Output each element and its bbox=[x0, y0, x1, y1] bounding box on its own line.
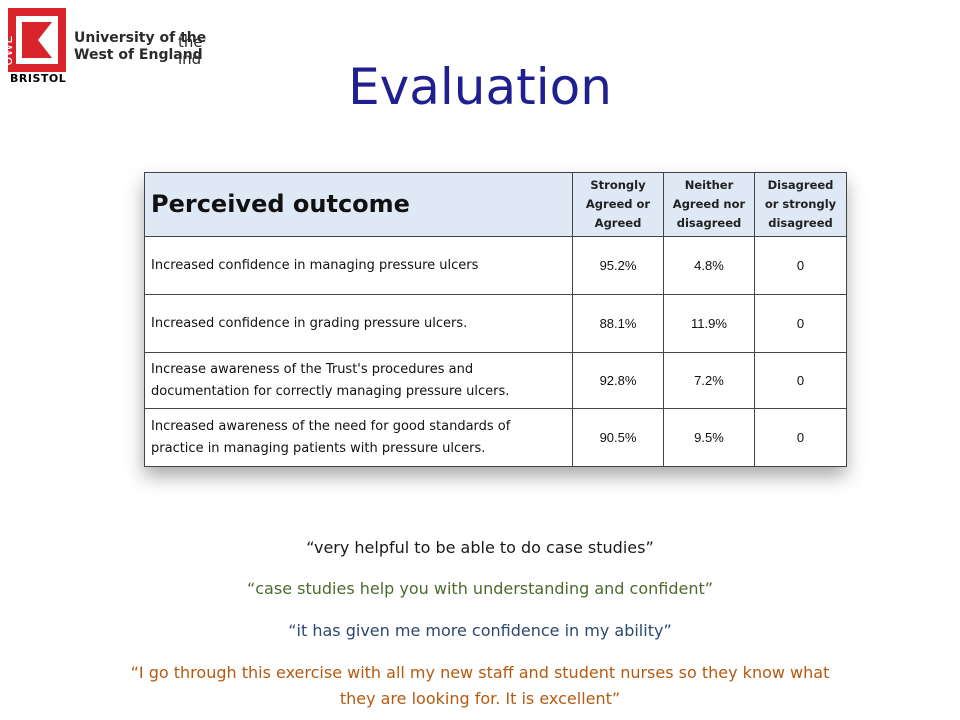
logo-the: the bbox=[178, 33, 203, 51]
row-statement: Increased awareness of the need for good… bbox=[144, 408, 573, 467]
row-agreed-value: 90.5% bbox=[572, 408, 664, 467]
logo-line-2: West of England bbox=[74, 47, 203, 63]
header-disagreed: Disagreed or strongly disagreed bbox=[754, 172, 847, 237]
row-agreed-value: 92.8% bbox=[572, 352, 664, 409]
row-neither-value: 9.5% bbox=[663, 408, 755, 467]
row-neither-value: 4.8% bbox=[663, 236, 755, 295]
row-disagreed-value: 0 bbox=[754, 294, 847, 353]
header-neither: Neither Agreed nor disagreed bbox=[663, 172, 755, 237]
logo-city: BRISTOL bbox=[10, 72, 67, 85]
logo-line-1: University of the bbox=[74, 30, 207, 46]
row-disagreed-value: 0 bbox=[754, 352, 847, 409]
logo-mark-text: UWE bbox=[8, 35, 16, 66]
quote-1: “very helpful to be able to do case stud… bbox=[306, 538, 654, 557]
outcome-table-container: Perceived outcome Strongly Agreed or Agr… bbox=[144, 172, 847, 467]
row-statement: Increase awareness of the Trust's proced… bbox=[144, 352, 573, 409]
outcome-table: Perceived outcome Strongly Agreed or Agr… bbox=[144, 172, 847, 467]
logo-the-ind: the ind bbox=[178, 34, 203, 68]
row-agreed-value: 88.1% bbox=[572, 294, 664, 353]
quote-2: “case studies help you with understandin… bbox=[246, 579, 714, 598]
header-strongly-agreed: Strongly Agreed or Agreed bbox=[572, 172, 664, 237]
quote-4: “I go through this exercise with all my … bbox=[130, 663, 830, 708]
row-agreed-value: 95.2% bbox=[572, 236, 664, 295]
row-disagreed-value: 0 bbox=[754, 408, 847, 467]
logo-university-name: University of the West of England bbox=[74, 30, 206, 64]
table-row: Increased confidence in managing pressur… bbox=[144, 236, 847, 295]
logo-ind: ind bbox=[178, 50, 202, 68]
row-statement: Increased confidence in managing pressur… bbox=[144, 236, 573, 295]
header-perceived-outcome: Perceived outcome bbox=[144, 172, 573, 237]
uwe-logo: UWE University of the West of England th… bbox=[8, 8, 208, 86]
table-row: Increased confidence in grading pressure… bbox=[144, 294, 847, 353]
uwe-logo-mark: UWE bbox=[8, 8, 66, 72]
slide-title: Evaluation bbox=[348, 58, 612, 116]
row-statement: Increased confidence in grading pressure… bbox=[144, 294, 573, 353]
table-row: Increased awareness of the need for good… bbox=[144, 408, 847, 467]
table-header-row: Perceived outcome Strongly Agreed or Agr… bbox=[144, 172, 847, 237]
row-neither-value: 11.9% bbox=[663, 294, 755, 353]
row-neither-value: 7.2% bbox=[663, 352, 755, 409]
quote-3: “it has given me more confidence in my a… bbox=[288, 621, 672, 640]
row-disagreed-value: 0 bbox=[754, 236, 847, 295]
table-row: Increase awareness of the Trust's proced… bbox=[144, 352, 847, 409]
